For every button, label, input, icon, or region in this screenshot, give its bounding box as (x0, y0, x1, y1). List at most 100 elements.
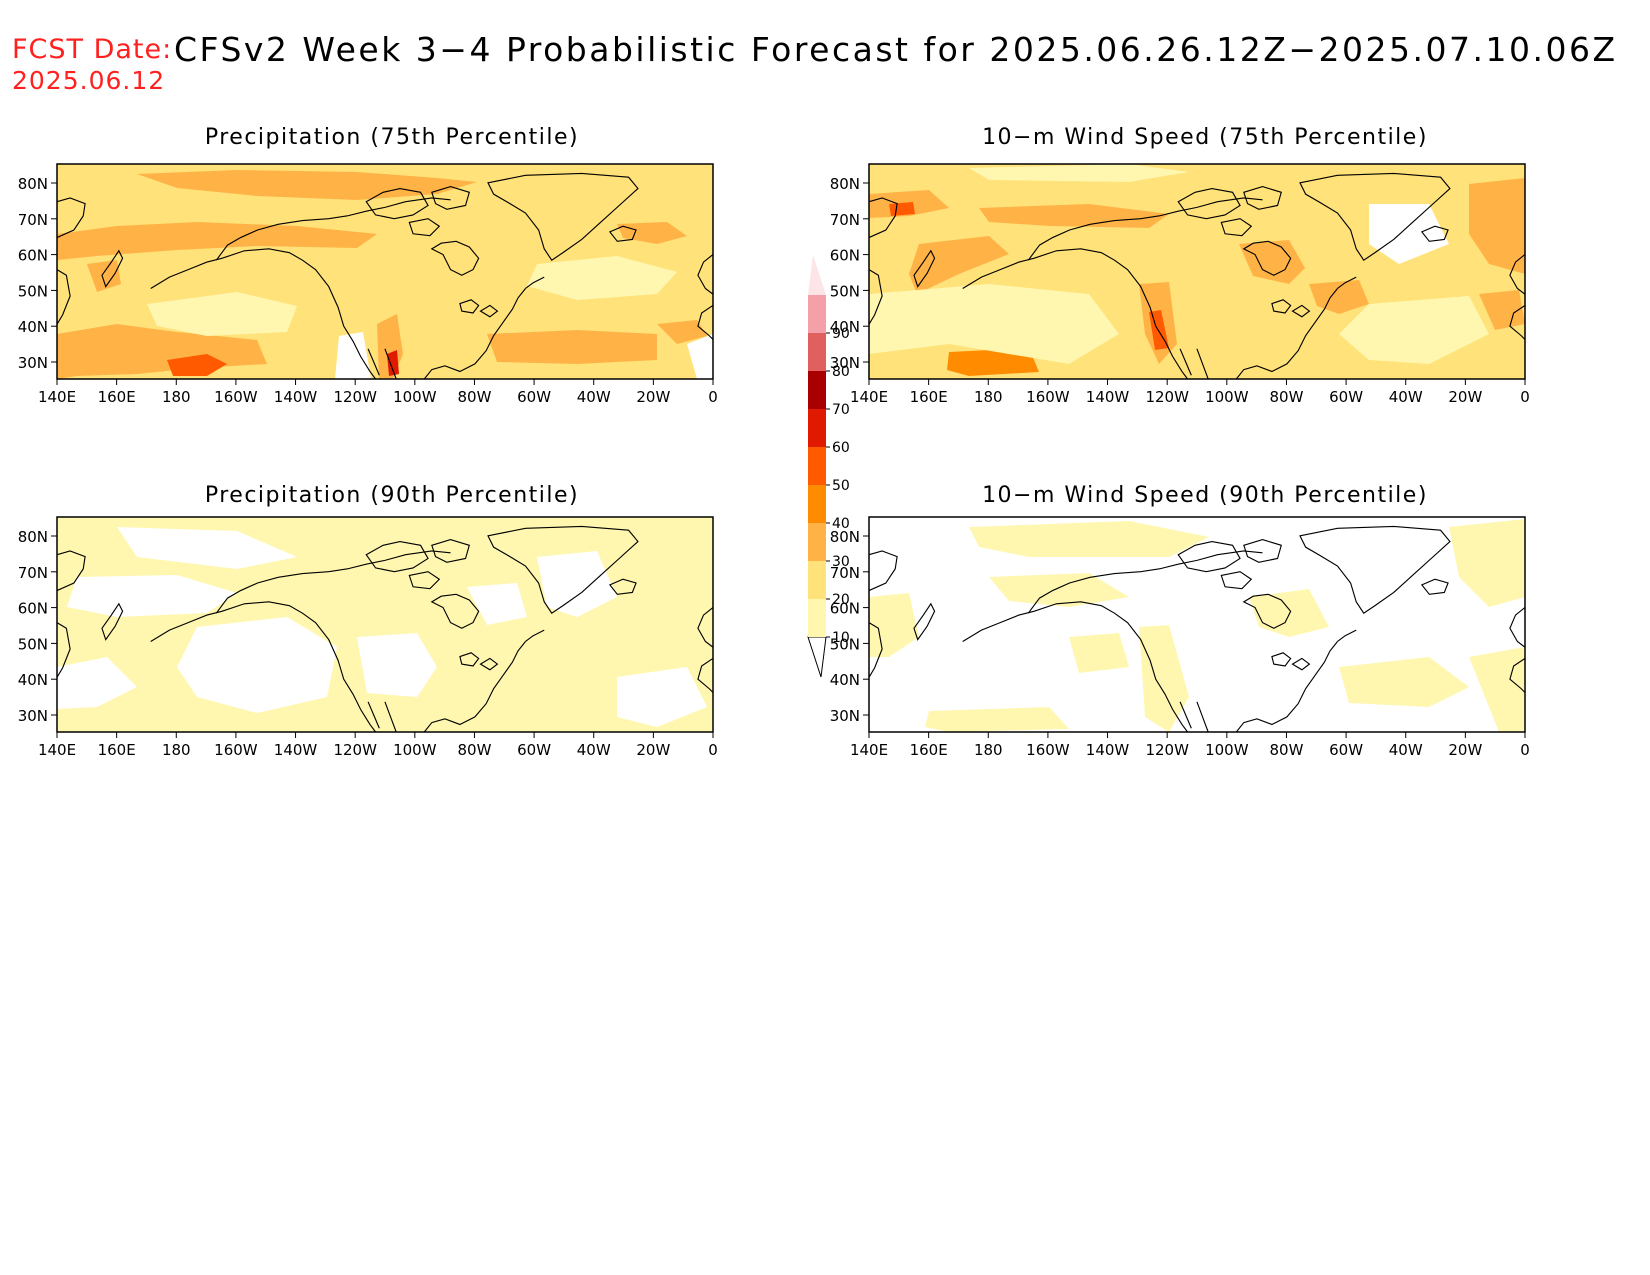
lat-label: 80N (830, 528, 860, 546)
lon-label: 140E (38, 388, 76, 406)
lat-label: 50N (18, 282, 48, 300)
lon-label: 180 (162, 741, 191, 759)
lon-label: 180 (974, 741, 1003, 759)
colorbar-label: 30 (832, 554, 850, 570)
lat-label: 30N (18, 707, 48, 725)
lon-label: 0 (708, 388, 718, 406)
lon-label: 40W (1389, 388, 1423, 406)
map-panel-wind-75 (868, 163, 1526, 380)
colorbar-segment (808, 447, 826, 485)
fcst-date: 2025.06.12 (12, 66, 166, 95)
lon-label: 100W (1205, 741, 1249, 759)
panel-title-precip-90: Precipitation (90th Percentile) (204, 483, 580, 508)
lon-label: 0 (708, 741, 718, 759)
lon-label: 60W (517, 388, 551, 406)
lat-label: 40N (830, 318, 860, 336)
colorbar-label: 70 (832, 402, 850, 418)
lon-label: 140E (850, 741, 888, 759)
lat-label: 50N (18, 635, 48, 653)
lon-label: 100W (393, 388, 437, 406)
lat-label: 40N (18, 671, 48, 689)
lon-label: 80W (1269, 741, 1303, 759)
lat-label: 60N (830, 600, 860, 618)
lon-label: 180 (974, 388, 1003, 406)
lon-label: 40W (577, 741, 611, 759)
lat-label: 50N (830, 635, 860, 653)
colorbar: 10 20 30 40 50 60 70 80 90 (807, 255, 850, 678)
panel-title-wind-75: 10−m Wind Speed (75th Percentile) (982, 125, 1428, 150)
lon-label: 160E (98, 388, 136, 406)
lat-label: 70N (830, 211, 860, 229)
colorbar-label: 50 (832, 478, 850, 494)
lon-label: 0 (1520, 741, 1530, 759)
colorbar-segment (808, 409, 826, 447)
lon-label: 100W (393, 741, 437, 759)
panel-title-wind-90: 10−m Wind Speed (90th Percentile) (982, 483, 1428, 508)
lat-label: 70N (18, 211, 48, 229)
lon-label: 140W (1086, 388, 1130, 406)
colorbar-label: 90 (832, 326, 850, 342)
lon-label: 80W (1269, 388, 1303, 406)
map-panel-wind-90 (868, 516, 1526, 733)
colorbar-high-arrow (808, 255, 826, 295)
lat-label: 30N (830, 707, 860, 725)
lat-label: 50N (830, 282, 860, 300)
lon-label: 140W (274, 388, 318, 406)
fcst-label: FCST Date: (12, 34, 173, 65)
lon-label: 0 (1520, 388, 1530, 406)
lon-label: 40W (1389, 741, 1423, 759)
lon-label: 20W (636, 741, 670, 759)
lat-label: 30N (18, 354, 48, 372)
colorbar-segment (808, 599, 826, 637)
lat-label: 80N (830, 175, 860, 193)
lon-label: 120W (333, 741, 377, 759)
colorbar-segment (808, 523, 826, 561)
lon-label: 140W (1086, 741, 1130, 759)
colorbar-label: 40 (832, 516, 850, 532)
lon-label: 120W (333, 388, 377, 406)
colorbar-segment (808, 295, 826, 333)
lon-label: 20W (636, 388, 670, 406)
colorbar-label: 80 (832, 364, 850, 380)
lon-label: 180 (162, 388, 191, 406)
lon-label: 140E (850, 388, 888, 406)
lat-label: 70N (830, 564, 860, 582)
colorbar-segment (808, 485, 826, 523)
lat-label: 80N (18, 175, 48, 193)
lon-label: 120W (1145, 741, 1189, 759)
lat-label: 60N (830, 247, 860, 265)
lon-label: 160W (1026, 388, 1070, 406)
colorbar-label: 60 (832, 440, 850, 456)
lon-label: 80W (457, 741, 491, 759)
lat-label: 40N (18, 318, 48, 336)
lon-label: 20W (1448, 741, 1482, 759)
colorbar-segment (808, 371, 826, 409)
lon-label: 160W (1026, 741, 1070, 759)
lat-label: 70N (18, 564, 48, 582)
lon-label: 140W (274, 741, 318, 759)
map-panel-precip-75 (56, 163, 714, 380)
lat-label: 60N (18, 600, 48, 618)
colorbar-low-arrow (807, 636, 827, 678)
colorbar-segment (808, 561, 826, 599)
lon-label: 120W (1145, 388, 1189, 406)
lon-label: 40W (577, 388, 611, 406)
colorbar-label: 10 (832, 630, 850, 646)
lon-label: 160E (910, 741, 948, 759)
colorbar-segment (808, 333, 826, 371)
lat-label: 80N (18, 528, 48, 546)
lon-label: 100W (1205, 388, 1249, 406)
lat-label: 40N (830, 671, 860, 689)
lon-label: 140E (38, 741, 76, 759)
lon-label: 160E (98, 741, 136, 759)
lon-label: 60W (1329, 388, 1363, 406)
axes-layer: 140E 160E 180 160W 140W 120W 100W 80W 60W 40W 20W 0… (18, 175, 1530, 759)
main-title: CFSv2 Week 3−4 Probabilistic Forecast fo… (174, 30, 1618, 69)
panel-title-precip-75: Precipitation (75th Percentile) (204, 125, 580, 150)
colorbar-label: 20 (832, 592, 850, 608)
lon-label: 60W (517, 741, 551, 759)
lon-label: 160W (214, 741, 258, 759)
lon-label: 160W (214, 388, 258, 406)
lon-label: 160E (910, 388, 948, 406)
